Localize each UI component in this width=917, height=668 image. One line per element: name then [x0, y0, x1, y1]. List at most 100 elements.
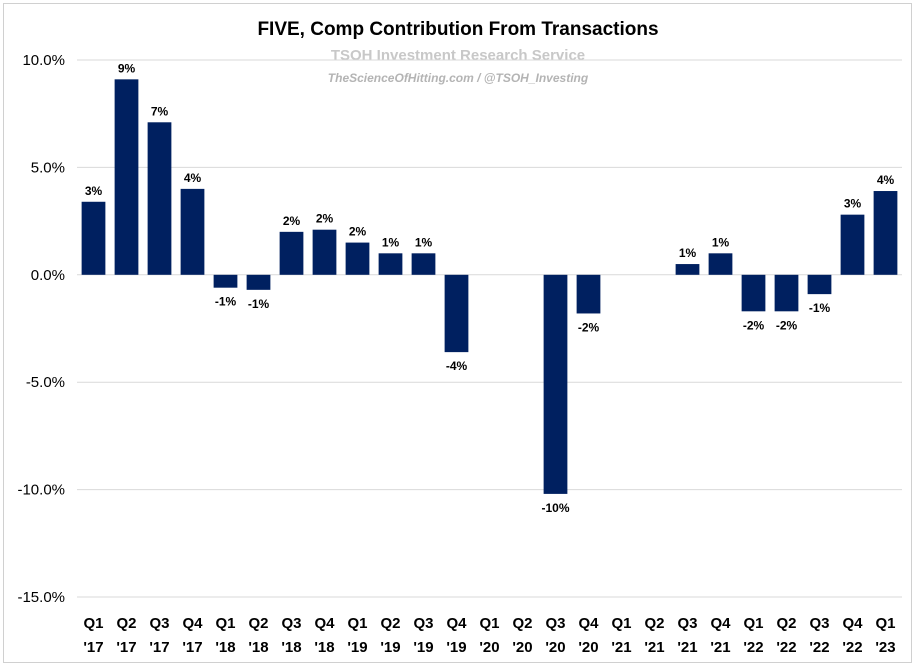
data-label: 2%: [316, 212, 334, 226]
bars: [81, 79, 898, 494]
data-label: -10%: [541, 501, 569, 515]
x-tick-quarter: Q4: [182, 615, 203, 632]
x-tick-year: '19: [413, 639, 433, 656]
x-tick-year: '18: [314, 639, 334, 656]
y-tick-label: 0.0%: [31, 267, 65, 284]
bar-q3-22: [807, 274, 832, 295]
data-label: -2%: [743, 318, 765, 332]
y-tick-label: 5.0%: [31, 159, 65, 176]
x-tick-quarter: Q1: [479, 615, 499, 632]
x-tick-year: '20: [578, 639, 598, 656]
x-tick-year: '20: [545, 639, 565, 656]
data-label: -4%: [446, 359, 468, 373]
y-tick-label: -15.0%: [17, 589, 65, 606]
bar-q1-17: [81, 201, 106, 275]
data-label: 7%: [151, 104, 169, 118]
x-tick-quarter: Q4: [446, 615, 467, 632]
chart-title: FIVE, Comp Contribution From Transaction…: [257, 19, 658, 40]
data-label: 1%: [712, 235, 730, 249]
x-tick-year: '22: [776, 639, 796, 656]
x-tick-quarter: Q1: [611, 615, 631, 632]
x-tick-quarter: Q2: [512, 615, 532, 632]
x-tick-quarter: Q1: [347, 615, 367, 632]
data-label: 2%: [283, 214, 301, 228]
bar-q1-18: [213, 274, 238, 288]
data-label: 2%: [349, 225, 367, 239]
data-label: -1%: [215, 295, 237, 309]
x-tick-year: '19: [446, 639, 466, 656]
y-tick-label: 10.0%: [22, 52, 65, 69]
x-tick-quarter: Q3: [281, 615, 301, 632]
bar-q3-17: [147, 122, 172, 275]
bar-q1-23: [873, 191, 898, 275]
bar-q2-17: [114, 79, 139, 275]
data-label: 1%: [415, 235, 433, 249]
data-label: 4%: [184, 171, 202, 185]
x-tick-year: '18: [281, 639, 301, 656]
data-label: 3%: [85, 184, 103, 198]
x-tick-year: '17: [83, 639, 103, 656]
bar-q3-19: [411, 253, 436, 275]
x-tick-quarter: Q2: [248, 615, 268, 632]
data-label: 9%: [118, 61, 136, 75]
data-label: -2%: [578, 320, 600, 334]
bar-q4-21: [708, 253, 733, 275]
x-tick-quarter: Q2: [644, 615, 664, 632]
x-tick-quarter: Q1: [743, 615, 763, 632]
x-tick-year: '19: [347, 639, 367, 656]
x-tick-quarter: Q2: [776, 615, 796, 632]
x-tick-year: '20: [479, 639, 499, 656]
x-tick-quarter: Q2: [380, 615, 400, 632]
data-label: 4%: [877, 173, 895, 187]
x-axis-ticks: Q1 '17 Q2 '17 Q3 '17 Q4 '17 Q1 '18 Q2 '18 Q3 '18 Q4 '18…: [83, 615, 895, 656]
bar-q2-19: [378, 253, 403, 275]
bar-q3-20: [543, 274, 568, 494]
x-tick-quarter: Q4: [578, 615, 599, 632]
x-tick-year: '22: [743, 639, 763, 656]
bar-q3-18: [279, 231, 304, 275]
x-tick-quarter: Q4: [710, 615, 731, 632]
data-label: -1%: [809, 301, 831, 315]
bar-q1-22: [741, 274, 766, 312]
data-label: 3%: [844, 197, 862, 211]
data-labels: 3% 9% 7% 4% -1% -1% 2% 2% 2% 1% 1% -4% -10% -2% 1% 1% -2…: [85, 61, 895, 515]
y-tick-label: -5.0%: [26, 374, 65, 391]
x-tick-year: '19: [380, 639, 400, 656]
data-label: 1%: [679, 246, 697, 260]
bar-q2-22: [774, 274, 799, 312]
chart-credit: TheScienceOfHitting.com / @TSOH_Investin…: [328, 71, 589, 85]
x-tick-quarter: Q3: [149, 615, 169, 632]
x-tick-year: '21: [677, 639, 697, 656]
bar-q2-18: [246, 274, 271, 290]
x-tick-year: '22: [842, 639, 862, 656]
x-tick-quarter: Q1: [875, 615, 895, 632]
data-label: -1%: [248, 297, 270, 311]
bar-q3-21: [675, 264, 700, 275]
bar-q4-20: [576, 274, 601, 314]
x-tick-quarter: Q3: [545, 615, 565, 632]
chart-subtitle: TSOH Investment Research Service: [331, 47, 585, 64]
x-tick-year: '20: [512, 639, 532, 656]
x-tick-quarter: Q4: [842, 615, 863, 632]
x-tick-quarter: Q3: [809, 615, 829, 632]
bar-q4-17: [180, 188, 205, 275]
x-tick-year: '18: [248, 639, 268, 656]
x-tick-quarter: Q4: [314, 615, 335, 632]
x-tick-quarter: Q3: [413, 615, 433, 632]
x-tick-quarter: Q2: [116, 615, 136, 632]
data-label: 1%: [382, 235, 400, 249]
x-tick-year: '17: [182, 639, 202, 656]
x-tick-quarter: Q1: [215, 615, 235, 632]
x-tick-year: '17: [149, 639, 169, 656]
x-tick-year: '22: [809, 639, 829, 656]
x-tick-year: '23: [875, 639, 895, 656]
y-axis-ticks: 10.0% 5.0% 0.0% -5.0% -10.0% -15.0%: [17, 52, 65, 606]
x-tick-year: '21: [644, 639, 664, 656]
bar-q1-19: [345, 242, 370, 275]
x-tick-year: '17: [116, 639, 136, 656]
x-tick-year: '21: [611, 639, 631, 656]
bar-q4-19: [444, 274, 469, 353]
x-tick-year: '21: [710, 639, 730, 656]
x-tick-quarter: Q3: [677, 615, 697, 632]
